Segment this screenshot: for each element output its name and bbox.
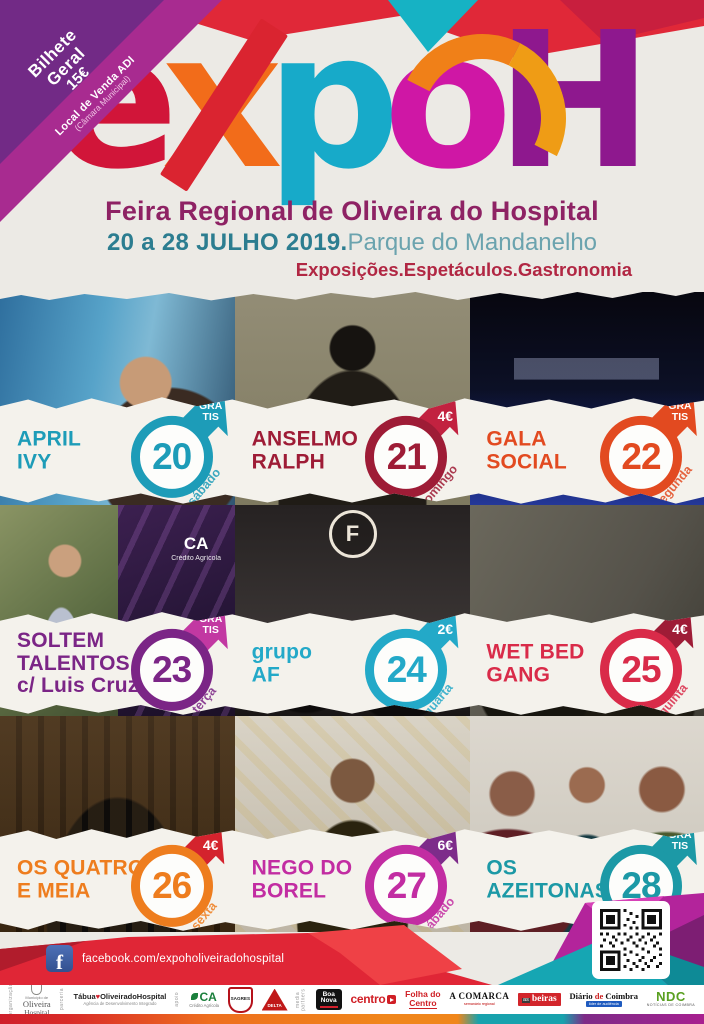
ticket-ribbon: Bilhete Geral 15€ Local de Venda ADI (Câ… [0, 0, 240, 240]
event-cell-22: GALA SOCIAL GRÁ TIS 22 segunda [469, 395, 704, 504]
date-ring: 25 [599, 628, 682, 711]
ca-stage-logo: CA Crédito Agrícola [171, 534, 221, 562]
facebook-icon: f [46, 945, 73, 973]
date-badge-23: GRÁ TIS 23 terça [125, 619, 221, 715]
qr-code [592, 901, 670, 979]
price-label: GRÁ TIS [668, 829, 692, 852]
date-ring: 20 [130, 415, 213, 498]
day-number: 24 [386, 648, 427, 690]
event-venue: Parque do Mandanelho [347, 229, 598, 256]
label-parceria: parceria [58, 988, 65, 1011]
date-badge-20: GRÁ TIS 20 sábado [125, 406, 221, 504]
event-cell-23: SOLTEM TALENTOS c/ Luis Cruz GRÁ TIS 23 … [0, 610, 235, 715]
boa-nova-accent [319, 1005, 338, 1008]
date-badge-25: 4€ 25 quinta [594, 619, 690, 715]
logo-folha-do-centro: Folha do Centro [405, 989, 441, 1009]
price-label: GRÁ TIS [198, 400, 223, 423]
artist-name: GALA SOCIAL [486, 427, 567, 473]
day-number: 20 [152, 435, 192, 477]
date-badge-26: 4€ 26 sexta [125, 835, 221, 931]
logo-letter-o: o [383, 0, 512, 211]
day-number: 27 [386, 864, 427, 906]
leaf-icon [191, 993, 199, 1001]
heart-icon: ♥ [95, 991, 101, 1001]
artist-name: ANSELMO RALPH [251, 427, 359, 473]
date-badge-24: 2€ 24 quarta [359, 619, 455, 715]
artist-name: OS AZEITONAS [486, 856, 610, 902]
grupo-af-logo: F [328, 510, 377, 558]
event-band-row2: SOLTEM TALENTOS c/ Luis Cruz GRÁ TIS 23 … [0, 610, 704, 715]
facebook-url: facebook.com/expoholiveiradohospital [82, 953, 285, 965]
event-band-row3: OS QUATRO E MEIA 4€ 26 sexta NEGO DO BOR… [0, 826, 704, 931]
day-number: 25 [621, 648, 661, 690]
day-number: 22 [621, 435, 661, 477]
logo-diario-de-coimbra: Diário de Coimbra líder de audiência [569, 990, 638, 1008]
price-label: 2€ [437, 620, 454, 637]
price-label: 4€ [437, 407, 454, 424]
delta-triangle-icon: DELTA [261, 988, 288, 1011]
date-ring: 23 [130, 628, 213, 711]
date-ring: 21 [365, 415, 448, 498]
price-label: 4€ [202, 836, 219, 853]
logo-sagres: SAGRES [227, 986, 253, 1013]
artist-name: OS QUATRO E MEIA [17, 856, 145, 902]
logo-ndc: NDC NOTÍCIAS DE COIMBRA [646, 989, 696, 1007]
artist-name: APRIL IVY [17, 427, 81, 473]
dates-line: 20 a 28 JULHO 2019.Parque do Mandanelho [0, 229, 704, 257]
date-badge-22: GRÁ TIS 22 segunda [594, 406, 690, 504]
date-ring: 27 [365, 844, 448, 927]
poster-title: Feira Regional de Oliveira do Hospital [105, 196, 599, 226]
logo-boa-nova: Boa Nova [315, 989, 342, 1010]
artist-name: NEGO DO BOREL [251, 856, 353, 902]
price-label: 4€ [672, 620, 688, 637]
qr-pattern [600, 909, 662, 971]
event-tagline: Exposições.Espetáculos.Gastronomia [295, 259, 632, 280]
price-label: GRÁ TIS [668, 400, 692, 423]
day-number: 26 [152, 864, 192, 906]
logo-letter-p: p [265, 0, 401, 211]
event-cell-24: grupo AF 2€ 24 quarta [235, 610, 470, 715]
event-dates: 20 a 28 JULHO 2019. [106, 229, 348, 256]
label-apoio: apoio [174, 992, 181, 1007]
event-cell-20: APRIL IVY GRÁ TIS 20 sábado [0, 395, 235, 504]
date-ring: 24 [365, 628, 448, 711]
logo-credito-agricola: CA Crédito Agrícola [189, 989, 220, 1009]
logo-centro-tv: centro [351, 993, 397, 1006]
artist-name: WET BED GANG [486, 640, 585, 686]
day-number: 23 [152, 648, 192, 690]
event-band-row1: APRIL IVY GRÁ TIS 20 sábado ANSELMO RALP… [0, 395, 704, 504]
price-label: GRÁ TIS [198, 613, 223, 636]
footer-color-stripe [0, 1014, 704, 1024]
artist-name: SOLTEM TALENTOS c/ Luis Cruz [17, 628, 139, 698]
logo-a-comarca: A COMARCA semanário regional [449, 991, 510, 1006]
date-badge-27: 6€ 27 sábado [359, 835, 455, 931]
sagres-shield-icon: SAGRES [227, 986, 253, 1013]
event-cell-25: WET BED GANG 4€ 25 quinta [469, 610, 704, 715]
date-ring: 26 [130, 844, 213, 927]
event-cell-27: NEGO DO BOREL 6€ 27 sábado [235, 826, 470, 931]
price-label: 6€ [437, 836, 454, 853]
logo-municipio-oliveira-hospital: Município de Oliveira Hospital [23, 985, 51, 1014]
logo-letter-h: H [495, 0, 653, 211]
centro-play-icon [387, 995, 397, 1004]
label-media-partners: media partners [295, 988, 307, 1011]
logo-as-beiras: as beiras [518, 992, 561, 1007]
event-cell-21: ANSELMO RALPH 4€ 21 domingo [235, 395, 470, 504]
logo-tabua-oliveira-hospital: Tábua♥OliveiradoHospital Agência de Dese… [73, 991, 167, 1006]
artist-name: grupo AF [251, 640, 313, 686]
day-number: 21 [386, 435, 427, 477]
municipio-crest-icon [31, 985, 43, 996]
event-cell-26: OS QUATRO E MEIA 4€ 26 sexta [0, 826, 235, 931]
date-badge-21: 4€ 21 domingo [359, 406, 455, 504]
date-ring: 22 [599, 415, 682, 498]
logo-delta: DELTA [261, 988, 288, 1011]
sponsors-bar: organização Município de Oliveira Hospit… [0, 985, 704, 1014]
label-organizacao: organização [7, 985, 14, 1014]
